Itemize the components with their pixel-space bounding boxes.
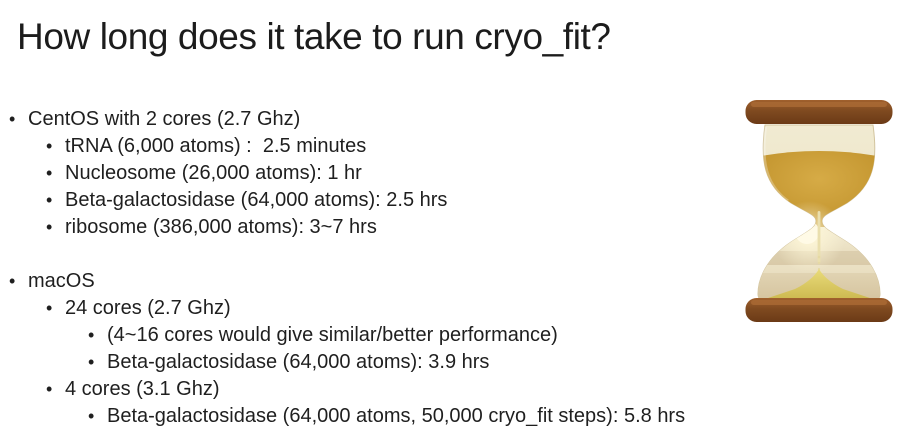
bullet-icon: • bbox=[46, 163, 53, 183]
bullet-line: • Beta-galactosidase (64,000 atoms): 3.9… bbox=[0, 349, 760, 376]
bullet-icon: • bbox=[46, 217, 53, 237]
bullet-text: ribosome (386,000 atoms): 3~7 hrs bbox=[65, 216, 377, 238]
hourglass-image bbox=[745, 99, 893, 323]
bullet-icon: • bbox=[46, 379, 53, 399]
bullet-icon: • bbox=[88, 325, 95, 345]
bullet-text: 24 cores (2.7 Ghz) bbox=[65, 297, 231, 319]
bullet-line: • Beta-galactosidase (64,000 atoms, 50,0… bbox=[0, 403, 760, 430]
bullet-text: Beta-galactosidase (64,000 atoms, 50,000… bbox=[107, 405, 686, 427]
bullet-text: (4~16 cores would give similar/better pe… bbox=[107, 324, 558, 346]
bullet-line: • ribosome (386,000 atoms): 3~7 hrs bbox=[0, 214, 760, 241]
bullet-line: • 4 cores (3.1 Ghz) bbox=[0, 376, 760, 403]
slide-title: How long does it take to run cryo_fit? bbox=[17, 16, 611, 57]
bullet-icon: • bbox=[9, 271, 16, 291]
bullet-text: Nucleosome (26,000 atoms): 1 hr bbox=[65, 162, 362, 184]
bullet-text: tRNA (6,000 atoms) : 2.5 minutes bbox=[65, 135, 367, 157]
bullet-text: 4 cores (3.1 Ghz) bbox=[65, 378, 220, 400]
bullet-icon: • bbox=[88, 406, 95, 426]
bullet-text: Beta-galactosidase (64,000 atoms): 3.9 h… bbox=[107, 351, 490, 373]
bullet-icon: • bbox=[46, 298, 53, 318]
bullet-line: • Nucleosome (26,000 atoms): 1 hr bbox=[0, 160, 760, 187]
bullet-text: macOS bbox=[28, 270, 95, 292]
bullet-icon: • bbox=[88, 352, 95, 372]
bullet-text: Beta-galactosidase (64,000 atoms): 2.5 h… bbox=[65, 189, 448, 211]
bullet-line: • tRNA (6,000 atoms) : 2.5 minutes bbox=[0, 133, 760, 160]
bullet-text: CentOS with 2 cores (2.7 Ghz) bbox=[28, 108, 301, 130]
bullet-line: • 24 cores (2.7 Ghz) bbox=[0, 295, 760, 322]
bullet-list: • CentOS with 2 cores (2.7 Ghz) • tRNA (… bbox=[0, 106, 760, 430]
bullet-line: • (4~16 cores would give similar/better … bbox=[0, 322, 760, 349]
bullet-line: • Beta-galactosidase (64,000 atoms): 2.5… bbox=[0, 187, 760, 214]
bullet-icon: • bbox=[9, 109, 16, 129]
bullet-icon: • bbox=[46, 136, 53, 156]
bullet-line: • CentOS with 2 cores (2.7 Ghz) bbox=[0, 106, 760, 133]
bullet-icon: • bbox=[46, 190, 53, 210]
bullet-line: • macOS bbox=[0, 268, 760, 295]
hourglass-icon bbox=[745, 100, 893, 322]
